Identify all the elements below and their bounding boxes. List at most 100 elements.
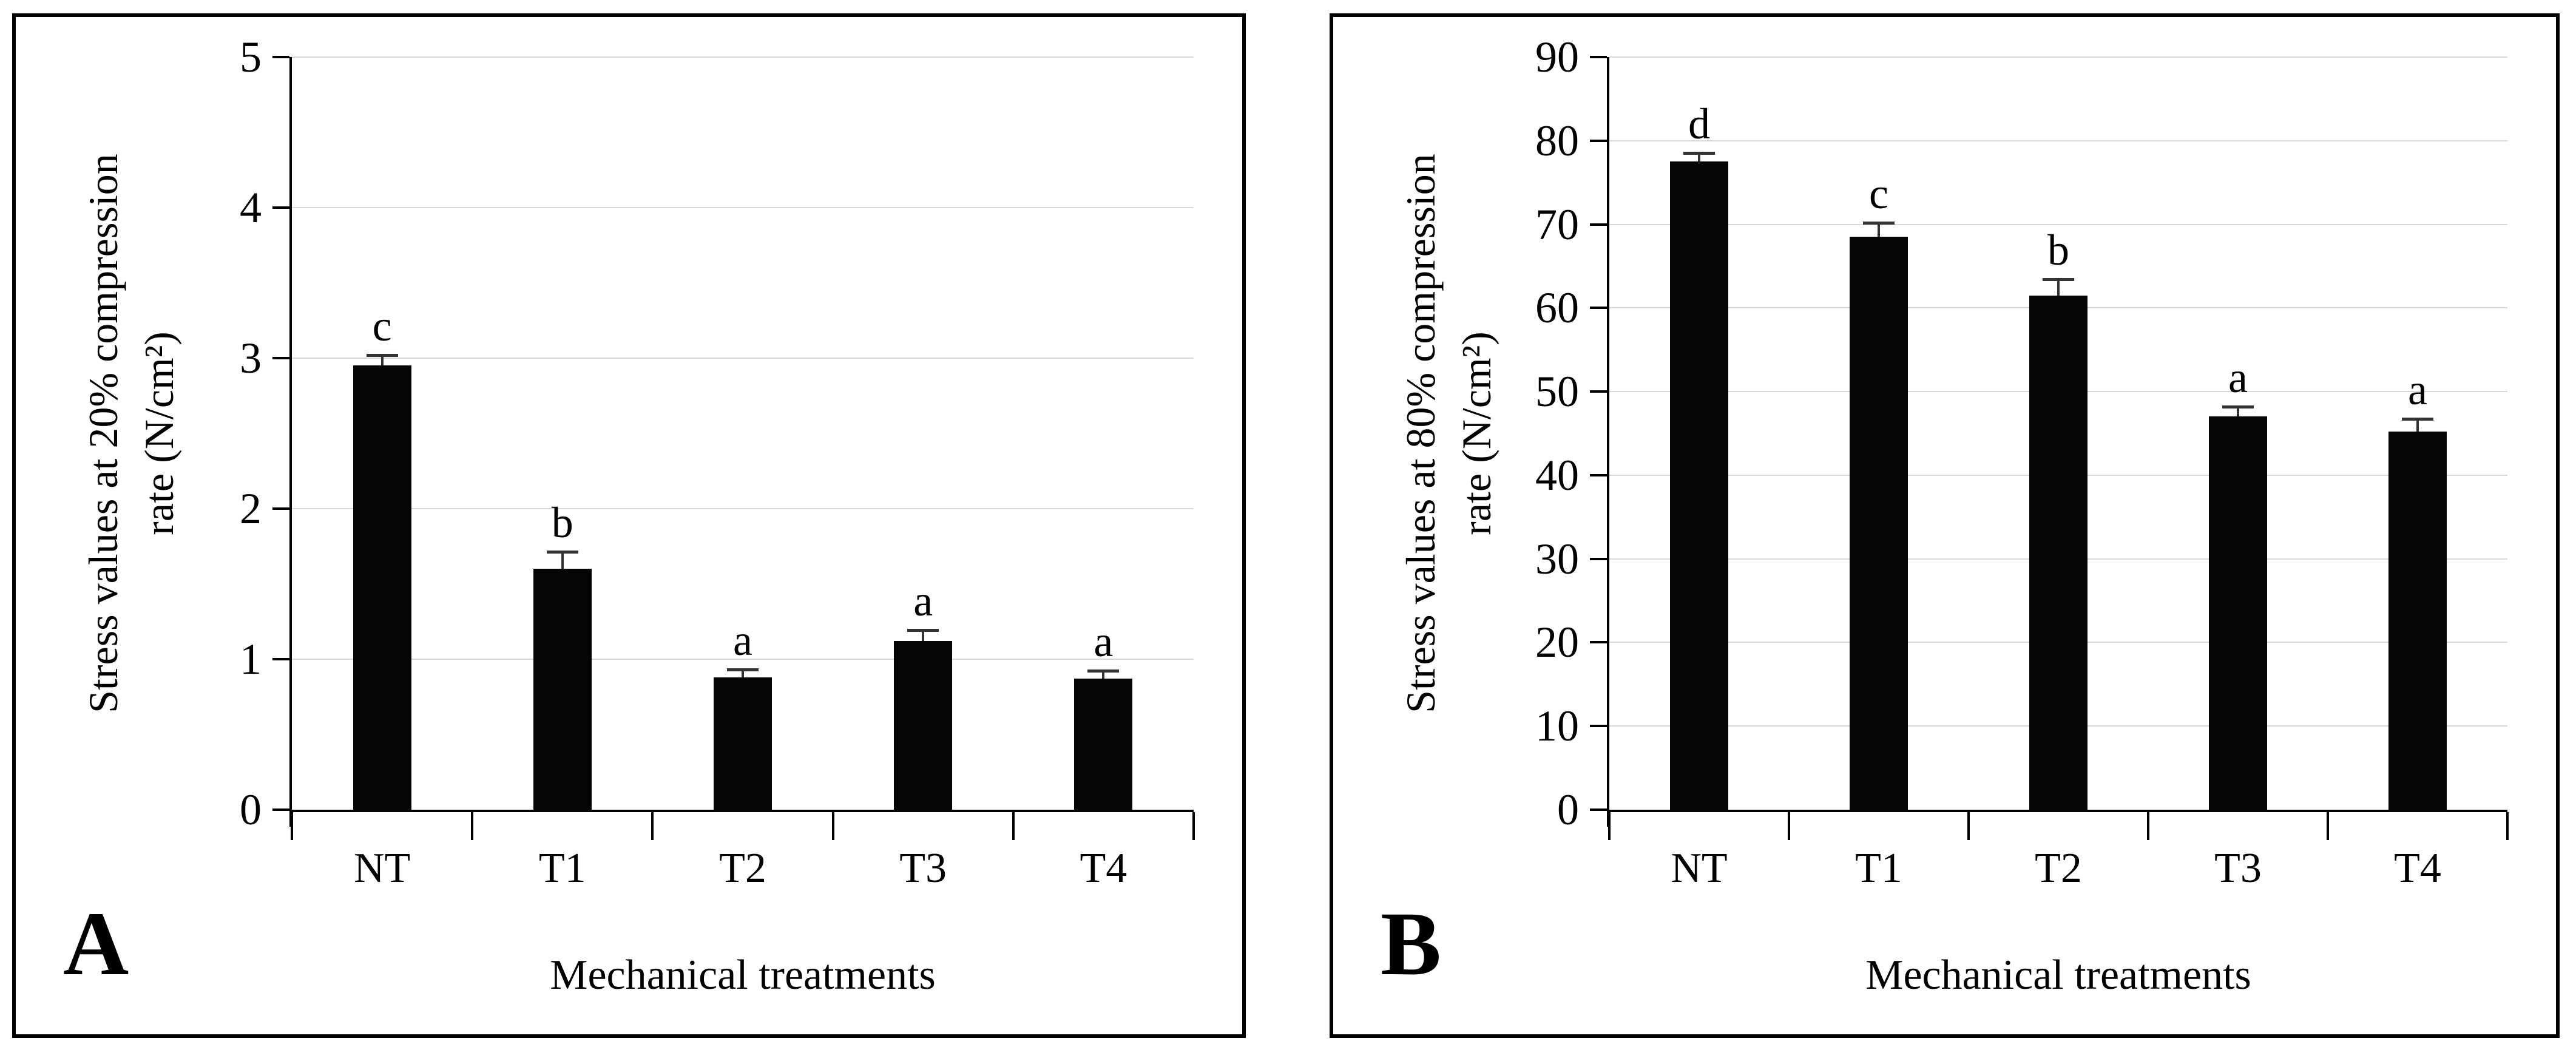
gridline [292, 56, 1194, 58]
error-bar-whisker [922, 632, 925, 642]
error-bar-cap [1087, 669, 1120, 673]
y-tick-label: 80 [1535, 116, 1579, 165]
x-tick-label: T4 [1080, 845, 1127, 892]
error-bar-whisker [2416, 421, 2419, 432]
y-tick-mark [1590, 641, 1607, 644]
bar [714, 677, 772, 812]
gridline [1609, 56, 2507, 58]
x-tick-label: T2 [719, 845, 766, 892]
significance-letter: a [913, 577, 933, 626]
x-tick-label: T4 [2394, 845, 2441, 892]
significance-letter: a [2408, 365, 2427, 415]
y-tick-mark [1590, 557, 1607, 560]
x-tick-mark [2506, 812, 2509, 840]
gridline [1609, 223, 2507, 225]
y-tick-mark [1590, 139, 1607, 142]
x-tick-mark [471, 812, 474, 840]
x-tick-mark [1608, 812, 1611, 840]
y-axis-line [1607, 57, 1609, 827]
panel-b: Stress values at 80% compression rate (N/… [1330, 13, 2560, 1038]
error-bar-cap [2222, 405, 2254, 408]
y-tick-label: 0 [1557, 785, 1579, 834]
bar [2209, 416, 2267, 812]
chart-b: Stress values at 80% compression rate (N/… [1333, 17, 2556, 1034]
y-tick-label: 40 [1535, 450, 1579, 500]
significance-letter: a [2228, 353, 2248, 402]
y-tick-mark [1590, 473, 1607, 476]
x-tick-label: NT [1671, 845, 1728, 892]
x-tick-label: T2 [2035, 845, 2082, 892]
y-tick-mark [272, 658, 289, 660]
significance-letter: d [1688, 100, 1710, 149]
bar [1074, 679, 1133, 812]
x-tick-mark [1012, 812, 1015, 840]
y-tick-label: 2 [240, 484, 262, 533]
error-bar-whisker [1102, 673, 1105, 679]
significance-letter: a [1094, 617, 1114, 666]
y-tick-label: 10 [1535, 702, 1579, 751]
y-tick-mark [272, 56, 289, 58]
x-tick-label: T1 [538, 845, 586, 892]
error-bar-whisker [1878, 224, 1880, 237]
y-tick-label: 70 [1535, 200, 1579, 249]
y-tick-mark [1590, 725, 1607, 728]
error-bar-whisker [1698, 155, 1700, 162]
error-bar-whisker [742, 671, 744, 677]
y-tick-mark [272, 206, 289, 209]
error-bar-cap [366, 353, 398, 357]
y-tick-label: 5 [240, 33, 262, 81]
y-tick-mark [272, 808, 289, 811]
y-tick-label: 20 [1535, 618, 1579, 667]
error-bar-whisker [561, 554, 564, 569]
error-bar-cap [2402, 418, 2433, 421]
bar [2388, 432, 2447, 812]
x-tick-mark [1192, 812, 1195, 840]
gridline [292, 659, 1194, 660]
y-tick-label: 90 [1535, 33, 1579, 81]
error-bar-cap [727, 668, 759, 671]
y-tick-mark [272, 507, 289, 510]
gridline [292, 358, 1194, 359]
bar [1670, 161, 1728, 812]
bar [533, 569, 592, 812]
x-tick-mark [1788, 812, 1790, 840]
y-tick-mark [1590, 808, 1607, 811]
significance-letter: a [733, 615, 752, 665]
panel-letter: A [63, 893, 129, 994]
y-tick-mark [1590, 390, 1607, 393]
x-tick-mark [1967, 812, 1970, 840]
x-tick-label: T1 [1855, 845, 1902, 892]
y-axis-label: Stress values at 20% compression rate (N/… [75, 27, 187, 840]
significance-letter: b [2047, 226, 2069, 275]
y-tick-mark [1590, 56, 1607, 58]
plot-area: Mechanical treatments 0 10 20 30 40 50 60 70 80 9… [1535, 35, 2509, 997]
y-tick-label: 50 [1535, 367, 1579, 416]
significance-letter: c [1869, 169, 1888, 218]
x-tick-mark [831, 812, 834, 840]
y-axis-line [289, 57, 292, 827]
x-tick-label: NT [353, 845, 411, 892]
y-tick-label: 0 [240, 785, 262, 834]
y-tick-mark [1590, 307, 1607, 310]
error-bar-cap [546, 551, 578, 554]
y-tick-label: 3 [240, 334, 262, 382]
error-bar-whisker [2237, 408, 2239, 417]
error-bar-cap [2043, 278, 2074, 282]
x-tick-mark [2147, 812, 2149, 840]
y-tick-label: 30 [1535, 534, 1579, 583]
gridline [292, 508, 1194, 509]
significance-letter: c [372, 301, 392, 350]
bar [1850, 237, 1908, 812]
y-tick-mark [272, 357, 289, 359]
error-bar-whisker [2057, 281, 2060, 296]
x-tick-label: T3 [2214, 845, 2262, 892]
x-tick-label: T3 [899, 845, 947, 892]
significance-letter: b [551, 498, 573, 547]
y-tick-label: 4 [240, 183, 262, 232]
x-tick-mark [291, 812, 293, 840]
chart-a: Stress values at 20% compression rate (N/… [16, 17, 1242, 1034]
gridline [1609, 140, 2507, 141]
x-axis-label: Mechanical treatments [1865, 952, 2251, 998]
y-tick-mark [1590, 223, 1607, 226]
